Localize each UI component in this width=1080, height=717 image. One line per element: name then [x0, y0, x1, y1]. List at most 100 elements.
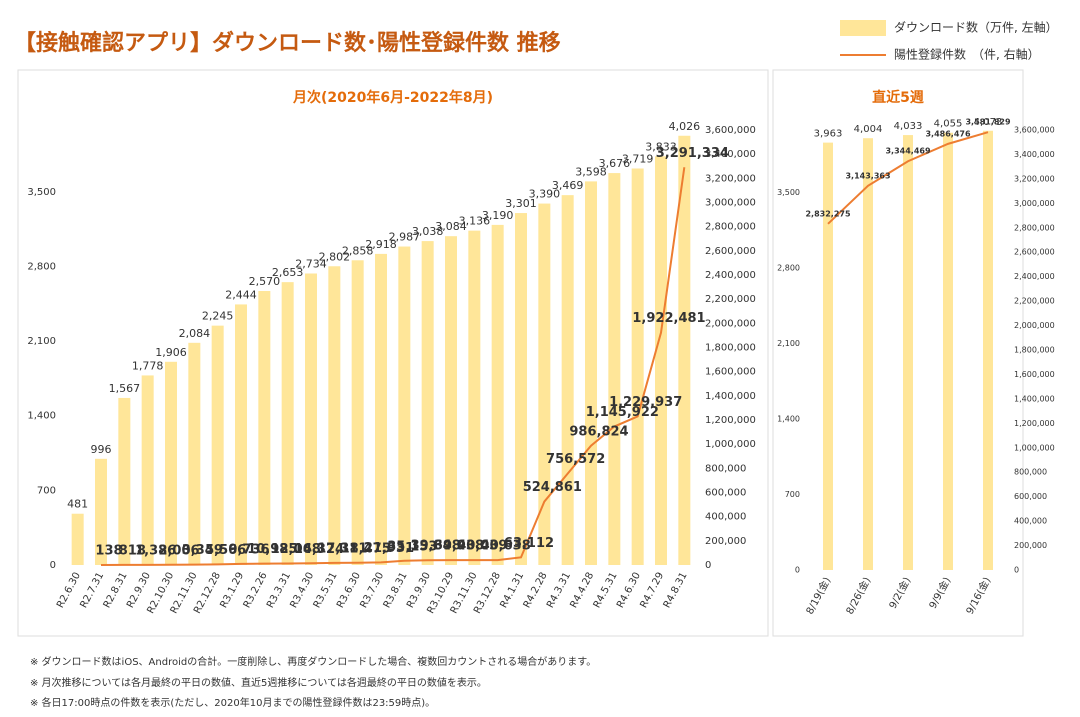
bar: [608, 173, 621, 565]
tick-label: 800,000: [1014, 468, 1047, 477]
tick-label: 3,200,000: [1014, 174, 1055, 183]
chart-title: 月次(2020年6月-2022年8月): [292, 89, 493, 106]
tick-label: 1,400,000: [705, 391, 756, 402]
bar-label: 4,026: [669, 120, 701, 133]
tick-label: 0: [705, 560, 711, 571]
tick-label: 700: [37, 485, 56, 496]
bar-label: 1,778: [132, 359, 164, 372]
bar: [95, 458, 107, 565]
bar: [538, 203, 551, 566]
bar: [258, 290, 271, 565]
bar-label: 2,653: [272, 266, 304, 279]
bar: [328, 266, 341, 565]
line-label: 1,229,937: [609, 395, 682, 410]
line-label: 3,143,363: [845, 171, 890, 180]
bar: [445, 236, 457, 566]
bar-label: 2,245: [202, 310, 234, 323]
bar-label: 3,190: [482, 209, 514, 222]
line-label: 3,581,829: [965, 118, 1010, 127]
tick-label: 2,000,000: [1014, 321, 1055, 330]
bar-label: 2,084: [179, 327, 211, 340]
bar: [305, 273, 317, 565]
bar: [515, 213, 527, 565]
line-label: 1,386: [135, 543, 176, 558]
tick-label: 2,400,000: [1014, 272, 1055, 281]
line-label: 986,824: [569, 424, 628, 439]
bar: [468, 230, 481, 565]
tick-label: 0: [50, 560, 56, 571]
tick-label: 2,100: [27, 336, 56, 347]
footnote: ※ 各日17:00時点の件数を表示(ただし、2020年10月までの陽性登録件数は…: [30, 696, 435, 709]
panel: [772, 69, 1024, 637]
tick-label: 2,200,000: [705, 294, 756, 305]
chart-title: 直近5週: [872, 89, 924, 106]
line-label: 40,039: [457, 539, 507, 554]
x-tick-label: 9/9(金): [926, 575, 953, 611]
bar-label: 3,136: [459, 215, 491, 228]
tick-label: 2,600,000: [1014, 248, 1055, 257]
tick-label: 3,600,000: [705, 125, 756, 136]
bar: [678, 135, 691, 565]
tick-label: 600,000: [705, 488, 746, 499]
bar-label: 1,906: [155, 346, 187, 359]
line-label: 14,324: [294, 542, 344, 557]
tick-label: 700: [785, 490, 800, 499]
tick-label: 2,600,000: [705, 246, 756, 257]
footnote: ※ 月次推移については各月最終の平日の数値、直近5週推移については各週最終の平日…: [30, 676, 487, 689]
bar-label: 2,802: [319, 250, 351, 263]
bar: [281, 282, 294, 565]
tick-label: 0: [795, 566, 800, 575]
bar: [375, 253, 387, 565]
tick-label: 2,800: [777, 264, 800, 273]
bar: [71, 513, 84, 565]
bar-label: 3,469: [552, 179, 584, 192]
bar-label: 4,055: [934, 119, 963, 130]
tick-label: 1,600,000: [705, 367, 756, 378]
tick-label: 600,000: [1014, 492, 1047, 501]
line-label: 17,311: [317, 541, 367, 556]
tick-label: 400,000: [1014, 517, 1047, 526]
bar-label: 3,390: [529, 188, 561, 201]
bar: [903, 135, 913, 570]
bar: [351, 260, 364, 565]
tick-label: 2,800,000: [1014, 223, 1055, 232]
tick-label: 1,800,000: [1014, 346, 1055, 355]
tick-label: 3,400,000: [705, 149, 756, 160]
bar-label: 2,918: [365, 238, 397, 251]
page-title: 【接触確認アプリ】ダウンロード数･陽性登録件数 推移: [14, 30, 561, 56]
tick-label: 1,600,000: [1014, 370, 1055, 379]
tick-label: 2,400,000: [705, 270, 756, 281]
tick-label: 1,800,000: [705, 343, 756, 354]
tick-label: 1,200,000: [705, 415, 756, 426]
line-label: 3,291,334: [656, 146, 729, 161]
bar: [983, 130, 993, 571]
line: [100, 167, 686, 566]
tick-label: 1,000,000: [705, 439, 756, 450]
bar-label: 3,084: [435, 220, 467, 233]
bar-label: 4,004: [854, 124, 883, 135]
bar-label: 3,719: [622, 152, 654, 165]
line-label: 9,736: [228, 542, 269, 557]
x-tick-label: 8/26(金): [843, 575, 873, 617]
bar: [491, 224, 504, 565]
legend-label: ダウンロード数（万件, 左軸）: [894, 20, 1058, 35]
bar: [631, 168, 644, 566]
bar-label: 3,833: [645, 140, 677, 153]
legend-label: 陽性登録件数 （件, 右軸）: [894, 47, 1040, 62]
bar-label: 2,444: [225, 288, 257, 301]
tick-label: 3,500: [777, 188, 800, 197]
bar-label: 1,567: [109, 382, 141, 395]
line-label: 5,566: [205, 543, 246, 558]
bar: [585, 181, 597, 565]
line: [827, 131, 989, 225]
tick-label: 1,400,000: [1014, 394, 1055, 403]
legend-swatch-bar: [840, 20, 886, 36]
bar: [943, 132, 953, 570]
bar: [211, 325, 224, 565]
line-label: 3,486,476: [925, 129, 970, 138]
bar-label: 3,038: [412, 225, 444, 238]
tick-label: 2,800: [27, 261, 56, 272]
bar-label: 996: [91, 443, 112, 456]
x-tick-label: R4.8.31: [662, 571, 690, 610]
